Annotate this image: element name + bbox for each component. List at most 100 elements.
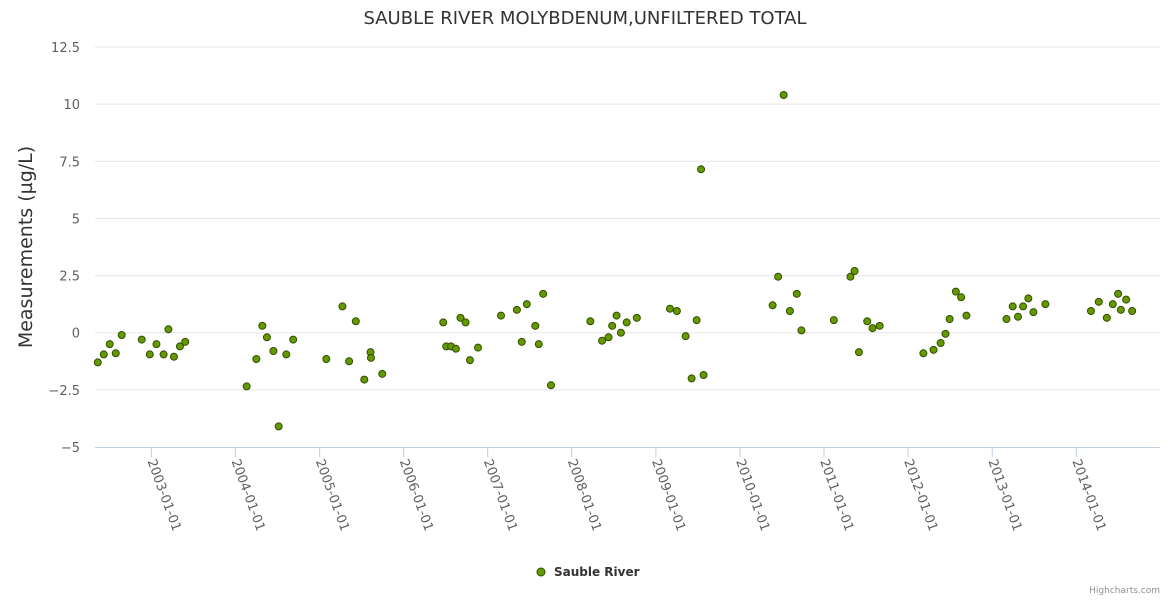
data-point[interactable] [665,304,674,313]
data-point[interactable] [152,340,161,349]
data-point[interactable] [868,324,877,333]
data-point[interactable] [929,345,938,354]
data-point[interactable] [699,371,708,379]
data-point[interactable] [252,355,261,363]
data-point[interactable] [282,350,291,359]
data-point[interactable] [439,318,448,327]
data-point[interactable] [1019,302,1028,311]
data-point[interactable] [145,350,154,359]
data-point[interactable] [105,340,114,349]
data-point[interactable] [345,357,354,366]
data-point[interactable] [546,381,555,390]
data-point[interactable] [829,316,838,325]
data-point[interactable] [93,358,102,367]
data-point[interactable] [774,272,783,281]
data-point[interactable] [461,318,470,327]
data-point[interactable] [681,332,690,341]
data-point[interactable] [242,382,251,391]
data-point[interactable] [850,267,859,275]
data-point[interactable] [1041,300,1050,309]
data-point[interactable] [846,272,855,281]
data-point[interactable] [181,337,190,346]
data-point[interactable] [111,349,120,358]
data-point[interactable] [779,91,788,99]
data-point[interactable] [338,302,347,311]
data-point[interactable] [351,317,360,326]
credits-link[interactable]: Highcharts.com [1089,586,1160,596]
data-point[interactable] [936,339,945,347]
data-point[interactable] [366,353,375,362]
data-point[interactable] [378,369,387,378]
data-point[interactable] [117,331,126,339]
data-point[interactable] [632,313,641,322]
data-point[interactable] [1108,300,1117,309]
data-point[interactable] [1094,297,1103,306]
data-point[interactable] [1102,313,1111,322]
data-point[interactable] [175,342,184,351]
data-point[interactable] [1114,289,1123,298]
data-point[interactable] [539,289,548,298]
legend[interactable]: Sauble River [536,565,640,579]
data-point[interactable] [672,307,681,315]
data-point[interactable] [957,293,966,302]
data-point[interactable] [768,301,777,310]
data-point[interactable] [164,325,173,334]
data-point[interactable] [1008,302,1017,311]
data-point[interactable] [1086,307,1095,315]
data-point[interactable] [274,422,283,431]
data-point[interactable] [608,321,617,330]
data-point[interactable] [612,311,621,320]
data-point[interactable] [1029,308,1038,317]
data-point[interactable] [863,317,872,326]
data-point[interactable] [517,337,526,346]
data-point[interactable] [875,321,884,330]
data-point[interactable] [945,315,954,323]
data-point[interactable] [616,328,625,337]
data-point[interactable] [522,300,531,309]
data-point[interactable] [534,340,543,349]
data-point[interactable] [854,348,863,357]
data-point[interactable] [941,329,950,338]
data-point[interactable] [262,333,271,342]
legend-item-sauble-river[interactable]: Sauble River [554,565,640,579]
data-point[interactable] [1122,295,1131,304]
data-point[interactable] [258,321,267,330]
data-point[interactable] [289,335,298,344]
data-point[interactable] [159,350,168,359]
data-point[interactable] [531,321,540,330]
data-point[interactable] [456,313,465,322]
data-point[interactable] [604,333,613,342]
data-point[interactable] [951,287,960,296]
data-point[interactable] [598,336,607,345]
data-point[interactable] [797,326,806,335]
data-point[interactable] [919,349,928,358]
data-point[interactable] [269,347,278,355]
data-point[interactable] [586,317,595,326]
data-point[interactable] [1116,305,1125,314]
y-tick-label: −2.5 [48,384,80,399]
y-tick-label: 12.5 [51,41,80,56]
data-point[interactable] [474,343,483,352]
data-point[interactable] [169,352,178,361]
data-points[interactable] [93,91,1137,431]
data-point[interactable] [137,335,146,344]
data-point[interactable] [687,374,696,383]
data-point[interactable] [785,307,794,315]
y-tick-label: 5 [72,212,80,227]
data-point[interactable] [792,289,801,298]
data-point[interactable] [1128,307,1137,315]
data-point[interactable] [465,356,474,365]
data-point[interactable] [1024,294,1033,303]
data-point[interactable] [322,355,331,363]
data-point[interactable] [962,311,971,320]
data-point[interactable] [451,344,460,353]
data-point[interactable] [360,375,369,384]
data-point[interactable] [1013,312,1022,321]
data-point[interactable] [622,318,631,327]
data-point[interactable] [1002,315,1011,323]
data-point[interactable] [497,311,506,320]
data-point[interactable] [99,350,108,359]
data-point[interactable] [697,165,706,174]
data-point[interactable] [692,316,701,325]
data-point[interactable] [512,305,521,314]
